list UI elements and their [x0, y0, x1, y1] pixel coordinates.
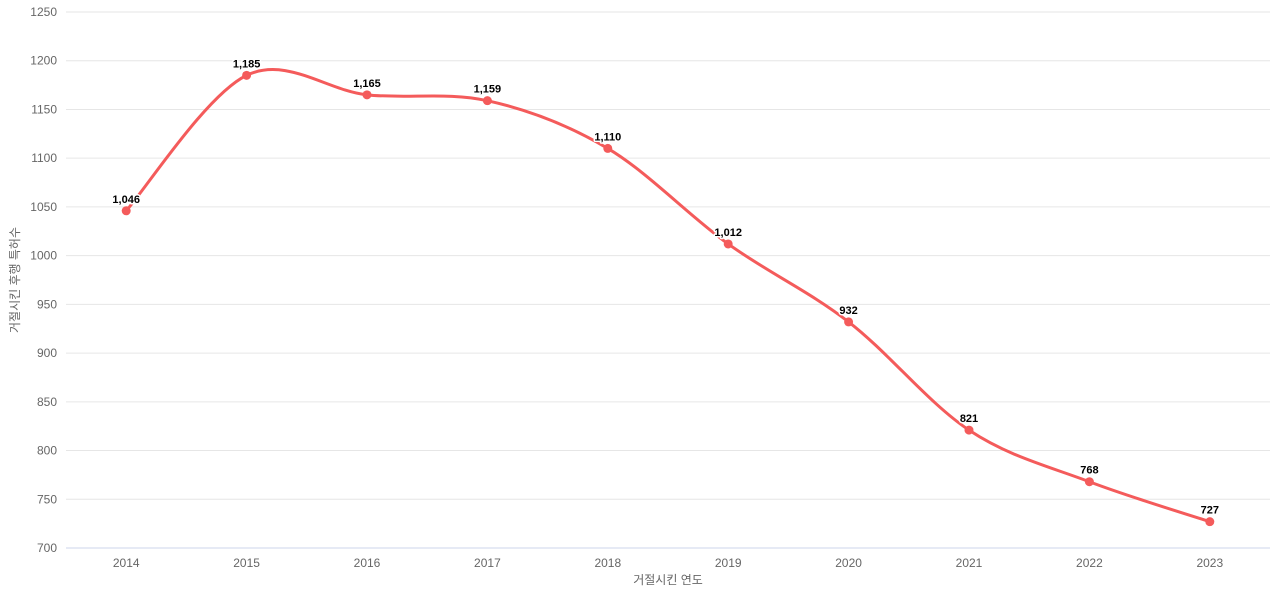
x-tick-label: 2019	[715, 556, 742, 570]
y-axis-title: 거절시킨 후행 특허수	[7, 227, 22, 333]
x-tick-label: 2023	[1196, 556, 1223, 570]
data-point-label: 1,012	[714, 227, 742, 239]
y-tick-label: 900	[37, 346, 57, 360]
y-tick-label: 1150	[31, 102, 57, 116]
data-point-label: 1,159	[474, 84, 502, 96]
y-tick-label: 1200	[30, 54, 57, 68]
data-label-layer: 1,046 1,185 1,165 1,159 1,110 1,012 932 821 768 7…	[111, 57, 1221, 518]
x-tick-label: 2022	[1076, 556, 1103, 570]
data-point-marker[interactable]	[362, 90, 372, 100]
series-line	[124, 68, 1212, 524]
data-point-marker[interactable]	[723, 239, 733, 249]
x-tick-label: 2016	[354, 556, 381, 570]
data-point-marker[interactable]	[844, 317, 854, 327]
y-tick-label: 850	[37, 395, 57, 409]
x-tick-label: 2021	[956, 556, 983, 570]
y-tick-label: 800	[37, 444, 57, 458]
data-point-marker[interactable]	[482, 96, 492, 106]
x-tick-label: 2018	[594, 556, 621, 570]
x-tick-label: 2017	[474, 556, 501, 570]
data-point-label: 821	[960, 413, 978, 425]
y-tick-label: 1050	[30, 200, 57, 214]
data-point-marker[interactable]	[1084, 477, 1094, 487]
y-tick-label: 950	[37, 297, 57, 311]
y-tick-label: 1000	[30, 249, 57, 263]
data-point-label: 727	[1201, 505, 1219, 517]
data-point-label: 768	[1080, 465, 1098, 477]
data-point-label: 1,165	[353, 78, 381, 90]
x-tick-label: 2015	[233, 556, 260, 570]
data-point-label: 1,185	[233, 58, 261, 70]
data-point-marker[interactable]	[1205, 517, 1215, 527]
series-layer	[121, 68, 1215, 527]
data-point-marker[interactable]	[964, 425, 974, 435]
data-point-label: 932	[839, 305, 857, 317]
data-point-marker[interactable]	[121, 206, 131, 216]
data-point-marker[interactable]	[603, 143, 613, 153]
data-point-label: 1,110	[594, 131, 621, 143]
x-axis-tick-labels: 2014 2015 2016 2017 2018 2019 2020 2021 2022 2023	[113, 556, 1224, 570]
data-point-marker[interactable]	[242, 70, 252, 80]
y-tick-label: 750	[37, 492, 57, 506]
y-axis-tick-labels: 700 750 800 850 900 950 1000 1050 1100 1150 1200 12…	[30, 5, 57, 555]
y-tick-label: 700	[37, 541, 57, 555]
x-tick-label: 2014	[113, 556, 140, 570]
y-tick-label: 1250	[30, 5, 57, 19]
x-tick-label: 2020	[835, 556, 862, 570]
y-tick-label: 1100	[31, 151, 57, 165]
data-point-label: 1,046	[112, 194, 140, 206]
x-axis-title: 거절시킨 연도	[633, 573, 703, 587]
gridlines	[66, 11, 1270, 549]
